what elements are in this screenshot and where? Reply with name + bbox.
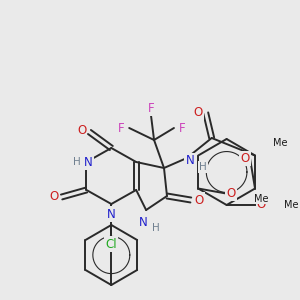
Text: O: O (49, 190, 58, 203)
Text: Me: Me (273, 139, 287, 148)
Text: F: F (118, 122, 124, 134)
Text: Me: Me (284, 200, 298, 210)
Text: Cl: Cl (106, 238, 117, 250)
Text: O: O (77, 124, 86, 136)
Text: H: H (152, 223, 160, 233)
Text: O: O (257, 199, 266, 212)
Text: F: F (148, 101, 154, 115)
Text: O: O (226, 187, 236, 200)
Text: N: N (107, 208, 116, 220)
Text: H: H (199, 162, 207, 172)
Text: N: N (84, 155, 93, 169)
Text: O: O (241, 152, 250, 165)
Text: O: O (193, 106, 203, 119)
Text: N: N (139, 217, 148, 230)
Text: F: F (178, 122, 185, 134)
Text: H: H (73, 157, 80, 167)
Text: N: N (185, 154, 194, 167)
Text: O: O (194, 194, 203, 206)
Text: Me: Me (254, 194, 268, 203)
